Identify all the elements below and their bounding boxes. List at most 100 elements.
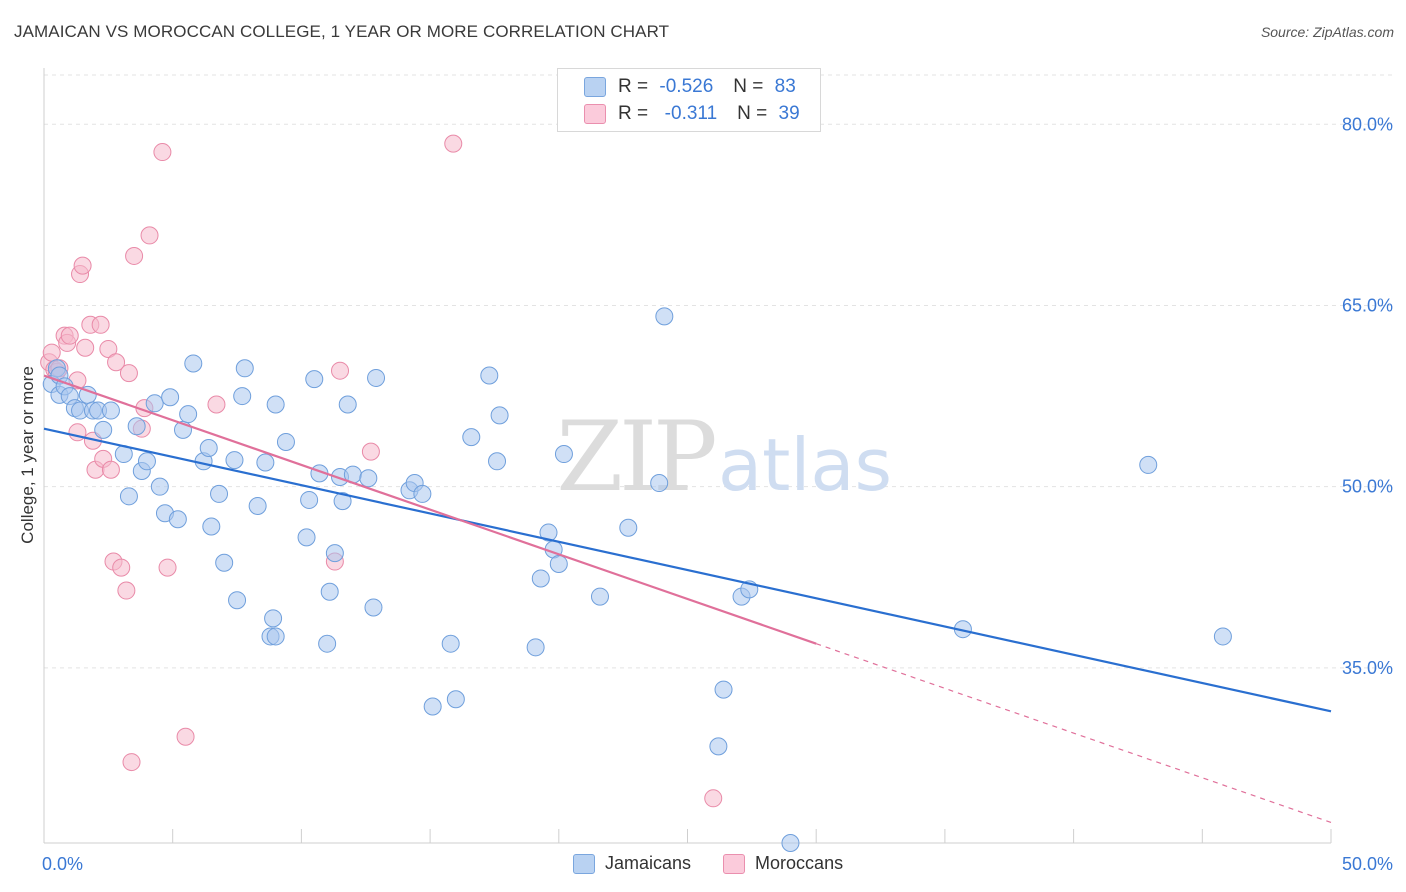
- jamaicans-point: [554, 445, 573, 464]
- jamaicans-point: [119, 487, 138, 506]
- jamaicans-trend-line: [43, 427, 1332, 713]
- moroccans-point: [207, 395, 226, 414]
- jamaicans-points: [42, 307, 1232, 852]
- x-tick-label: 0.0%: [42, 854, 83, 874]
- moroccans-point: [331, 361, 350, 380]
- r-value: -0.526: [659, 76, 714, 97]
- watermark-zip: ZIP: [556, 401, 715, 513]
- jamaicans-point: [210, 484, 229, 503]
- jamaicans-point: [325, 544, 344, 563]
- jamaicans-point: [619, 518, 638, 537]
- jamaicans-point: [655, 307, 674, 326]
- legend-item-jamaicans[interactable]: Jamaicans: [573, 853, 691, 874]
- moroccans-point: [73, 256, 92, 275]
- jamaicans-point: [225, 451, 244, 470]
- n-value: 83: [774, 76, 796, 97]
- jamaicans-point: [446, 690, 465, 709]
- jamaicans-point: [228, 591, 247, 610]
- moroccans-point: [176, 727, 195, 746]
- moroccans-trend-line: [43, 374, 817, 645]
- jamaicans-point: [333, 492, 352, 511]
- moroccans-point: [122, 753, 141, 772]
- jamaicans-point: [179, 405, 198, 424]
- x-tick-label: 50.0%: [1342, 854, 1393, 874]
- legend-row-jamaicans: R = -0.526 N = 83: [558, 73, 796, 101]
- moroccans-point: [91, 315, 110, 334]
- jamaicans-point: [423, 697, 442, 716]
- jamaicans-point: [714, 680, 733, 699]
- y-tick-labels: 80.0% 65.0% 50.0% 35.0%: [1342, 114, 1393, 678]
- jamaicans-point: [184, 354, 203, 373]
- legend-label-moroccans: Moroccans: [755, 853, 844, 873]
- jamaicans-point: [318, 634, 337, 653]
- jamaicans-point: [1139, 455, 1158, 474]
- jamaicans-point: [266, 395, 285, 414]
- jamaicans-point: [531, 569, 550, 588]
- jamaicans-point: [364, 598, 383, 617]
- moroccans-swatch: [584, 104, 606, 124]
- jamaicans-point: [161, 388, 180, 407]
- jamaicans-point: [233, 387, 252, 406]
- jamaicans-point: [256, 453, 275, 472]
- jamaicans-point: [101, 401, 120, 420]
- moroccans-point: [153, 143, 172, 162]
- chart-title: JAMAICAN VS MOROCCAN COLLEGE, 1 YEAR OR …: [14, 22, 670, 41]
- moroccans-point: [158, 558, 177, 577]
- n-value: 39: [778, 103, 800, 124]
- y-axis-label: College, 1 year or more: [18, 366, 37, 544]
- jamaicans-point: [367, 368, 386, 387]
- jamaicans-point: [441, 634, 460, 653]
- watermark-atlas: atlas: [718, 423, 892, 507]
- x-tick-labels: 0.0% 50.0%: [42, 854, 1393, 874]
- moroccans-point: [361, 442, 380, 461]
- y-tick-label: 35.0%: [1342, 658, 1393, 678]
- jamaicans-point: [359, 469, 378, 488]
- r-value: -0.311: [659, 103, 718, 124]
- moroccans-point: [60, 326, 79, 345]
- jamaicans-point: [650, 474, 669, 493]
- jamaicans-point: [338, 395, 357, 414]
- moroccans-point: [125, 246, 144, 265]
- moroccans-point: [704, 789, 723, 808]
- moroccans-swatch: [723, 853, 746, 874]
- jamaicans-point: [264, 609, 283, 628]
- moroccans-point: [444, 134, 463, 153]
- moroccans-point: [42, 343, 61, 362]
- legend-row-moroccans: R = -0.311 N = 39: [558, 100, 800, 128]
- moroccans-point: [101, 460, 120, 479]
- n-label: N =: [733, 76, 764, 97]
- legend-item-moroccans[interactable]: Moroccans: [723, 853, 843, 874]
- r-label: R =: [618, 76, 649, 97]
- moroccans-point: [140, 226, 159, 245]
- jamaicans-point: [480, 366, 499, 385]
- moroccans-point: [99, 339, 118, 358]
- jamaicans-point: [305, 370, 324, 389]
- moroccans-point: [117, 581, 136, 600]
- jamaicans-point: [266, 627, 285, 646]
- jamaicans-point: [590, 587, 609, 606]
- jamaicans-point: [168, 510, 187, 529]
- jamaicans-swatch: [584, 77, 606, 97]
- legend-label-jamaicans: Jamaicans: [605, 853, 692, 873]
- moroccans-point: [119, 364, 138, 383]
- trend-lines: [43, 374, 1332, 824]
- jamaicans-point: [235, 359, 254, 378]
- jamaicans-point: [137, 452, 156, 471]
- jamaicans-point: [413, 484, 432, 503]
- moroccans-trend-extension: [816, 643, 1332, 824]
- axes: [43, 68, 1332, 844]
- jamaicans-point: [462, 428, 481, 447]
- y-tick-label: 50.0%: [1342, 477, 1393, 497]
- jamaicans-point: [490, 406, 509, 425]
- moroccans-point: [112, 558, 131, 577]
- jamaicans-point: [300, 490, 319, 509]
- jamaicans-point: [709, 737, 728, 756]
- n-label: N =: [737, 103, 768, 124]
- jamaicans-point: [215, 553, 234, 572]
- jamaicans-point: [488, 452, 507, 471]
- correlation-legend: R = -0.526 N = 83 R = -0.311 N = 39: [557, 68, 821, 132]
- jamaicans-swatch: [573, 853, 595, 874]
- source-label: Source: ZipAtlas.com: [1260, 24, 1394, 40]
- jamaicans-point: [248, 496, 267, 515]
